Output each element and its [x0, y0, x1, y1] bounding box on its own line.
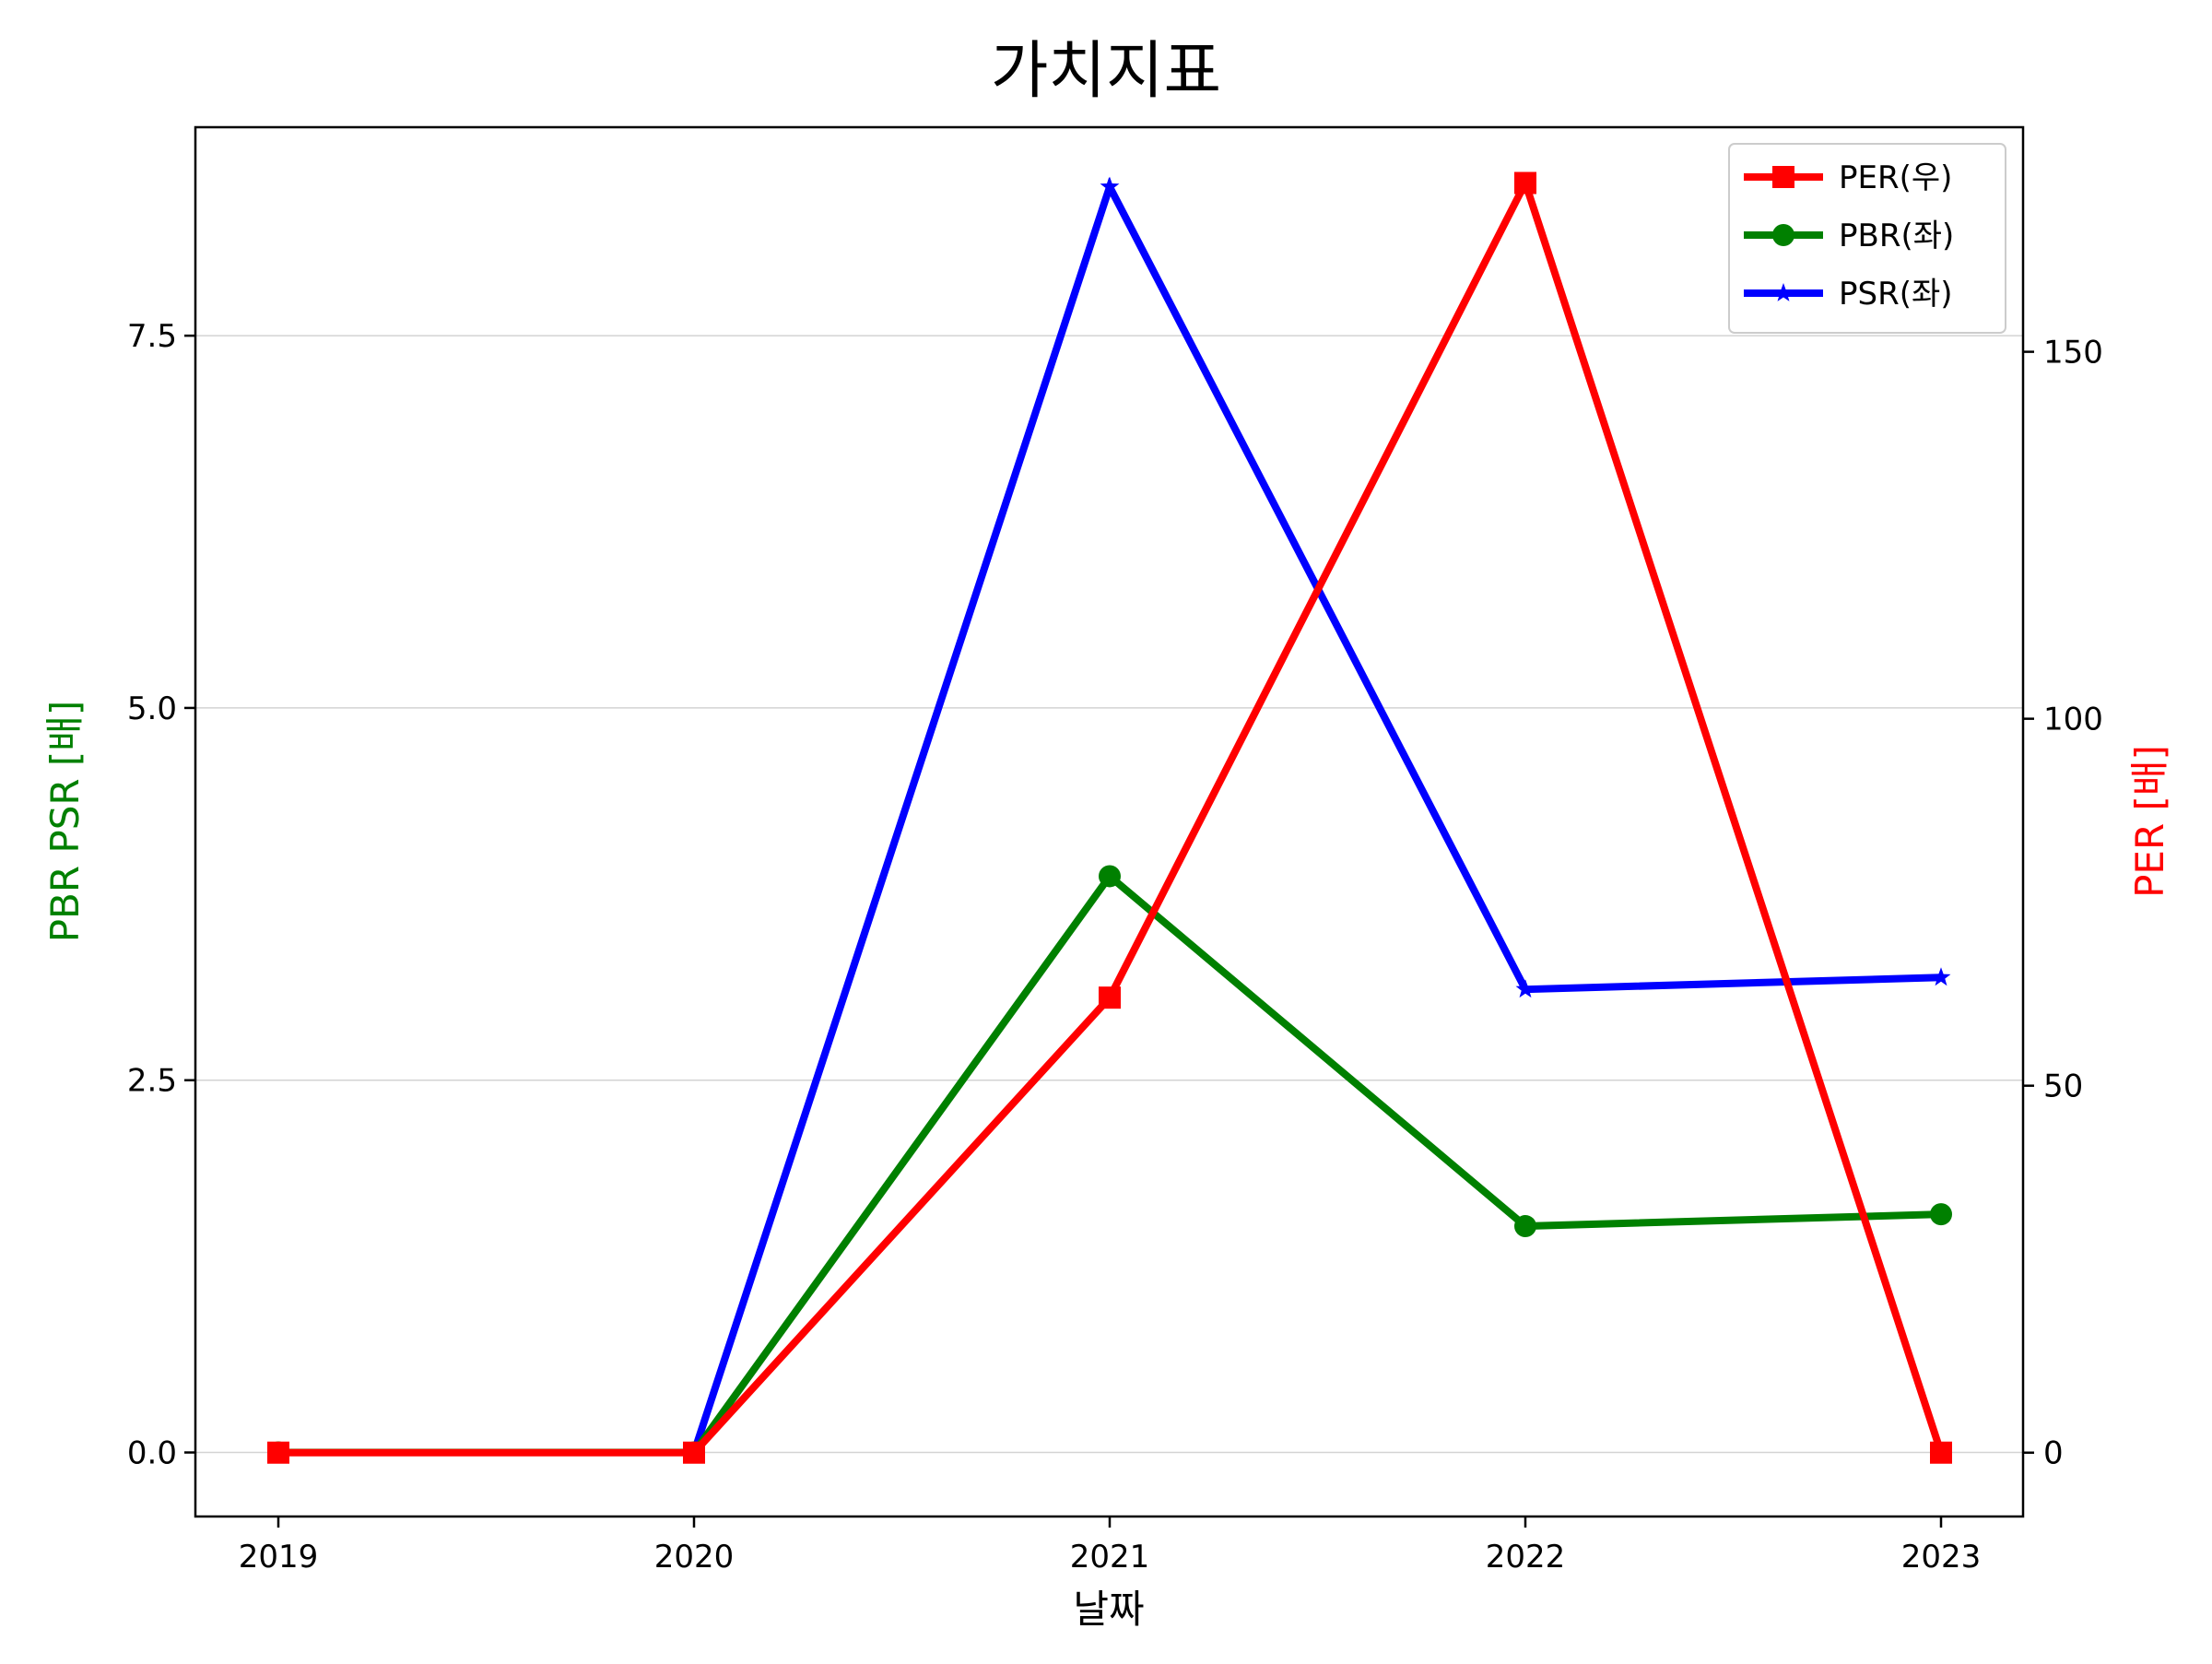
series-circle [267, 865, 1952, 1464]
right-tick-label: 0 [2043, 1435, 2064, 1472]
chart-title: 가치지표 [991, 35, 1221, 108]
data-point [683, 1441, 705, 1464]
series-line [278, 870, 1942, 1457]
grid-lines [195, 335, 2023, 1454]
data-point [1099, 865, 1121, 888]
data-point [1930, 1441, 1952, 1464]
left-tick-label: 7.5 [127, 318, 177, 355]
legend-marker [1772, 224, 1794, 246]
right-tick-label: 150 [2043, 335, 2103, 372]
series-line [278, 173, 1945, 1457]
legend-entry: PBR(좌) [1744, 218, 1954, 254]
legend-entry: PER(우) [1744, 159, 1952, 196]
left-tick-label: 5.0 [127, 690, 177, 727]
x-tick-label: 2021 [1070, 1539, 1150, 1575]
data-point [1931, 967, 1951, 986]
left-tick-label: 0.0 [127, 1435, 177, 1472]
right-tick-label: 50 [2043, 1068, 2083, 1105]
x-axis-label: 날짜 [1073, 1587, 1144, 1632]
legend-box [1728, 143, 2006, 334]
data-point [1514, 1215, 1536, 1238]
left-tick-label: 2.5 [127, 1063, 177, 1100]
data-point [1099, 986, 1121, 1009]
right-axis-label: PER [배] [2127, 745, 2172, 898]
data-point [1930, 1203, 1952, 1226]
series-star [268, 176, 1951, 1461]
x-tick-label: 2019 [239, 1539, 319, 1575]
legend-marker [1772, 166, 1794, 188]
series-square [267, 171, 1952, 1464]
series-line [278, 177, 1942, 1457]
left-axis-ticks: 0.0 2.5 5.0 7.5 [127, 318, 195, 1472]
left-axis-label: PBR PSR [배] [42, 701, 88, 943]
x-axis-ticks: 2019 2020 2021 2022 2023 [239, 1516, 1982, 1575]
x-tick-label: 2022 [1486, 1539, 1566, 1575]
series-layer [267, 171, 1952, 1464]
legend-label: PBR(좌) [1839, 218, 1954, 254]
data-point [1100, 176, 1120, 195]
right-axis-ticks: 0 50 100 150 [2023, 335, 2103, 1472]
legend-entry: PSR(좌) [1744, 276, 1953, 313]
data-point [267, 1441, 289, 1464]
data-point [1514, 171, 1536, 195]
x-tick-label: 2023 [1901, 1539, 1982, 1575]
legend: PER(우) PBR(좌) PSR(좌) [1728, 143, 2006, 334]
data-point [1515, 979, 1535, 998]
legend-items: PER(우) PBR(좌) PSR(좌) [1744, 159, 1954, 313]
legend-label: PSR(좌) [1839, 276, 1953, 313]
legend-label: PER(우) [1839, 159, 1952, 196]
right-tick-label: 100 [2043, 702, 2103, 738]
legend-marker [1773, 283, 1794, 301]
x-tick-label: 2020 [654, 1539, 735, 1575]
